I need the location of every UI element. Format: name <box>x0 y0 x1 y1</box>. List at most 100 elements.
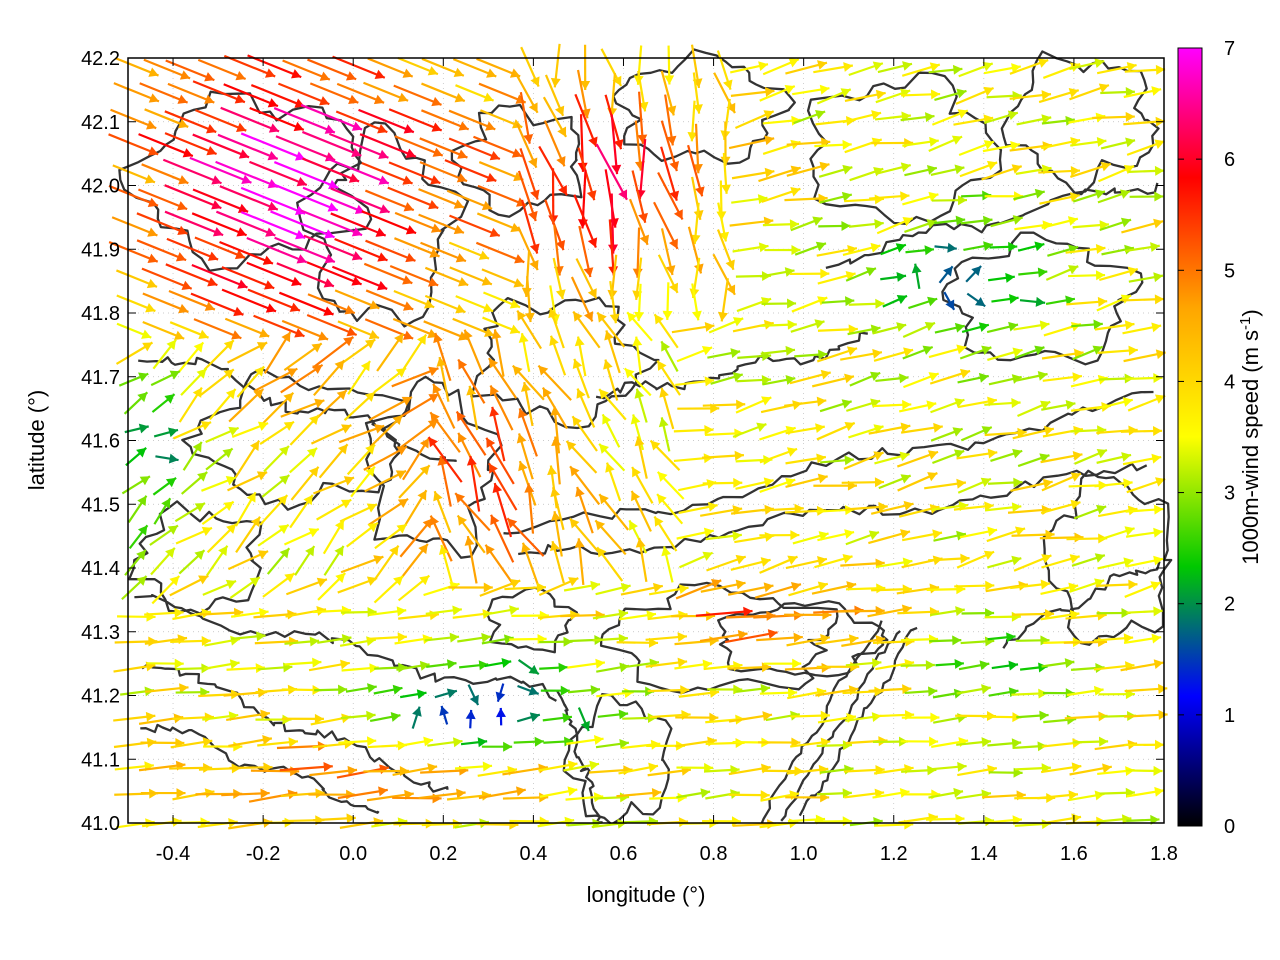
wind-arrow <box>700 579 746 593</box>
wind-arrow <box>495 683 506 702</box>
contour-line <box>1002 561 1161 649</box>
wind-arrow <box>192 133 250 159</box>
wind-arrow <box>1042 372 1083 383</box>
wind-arrow <box>276 262 335 288</box>
wind-arrow <box>330 212 387 237</box>
wind-arrow <box>221 788 270 799</box>
wind-arrow <box>1124 683 1168 694</box>
wind-arrow <box>524 483 535 534</box>
y-tick-label: 41.9 <box>81 239 120 261</box>
wind-arrow <box>437 455 452 507</box>
wind-arrow <box>167 82 215 104</box>
wind-arrow <box>323 545 345 576</box>
y-axis-ticks: 41.0 41.1 41.2 41.3 41.4 41.5 41.6 41.7 41.8 41.9… <box>81 48 1164 835</box>
wind-arrow <box>845 530 880 546</box>
wind-arrow <box>236 365 265 398</box>
wind-arrow <box>759 447 798 464</box>
wind-arrow <box>108 184 159 207</box>
wind-arrow <box>114 57 159 77</box>
wind-arrow <box>929 368 971 385</box>
wind-arrow <box>449 266 493 286</box>
wind-arrow <box>961 322 990 334</box>
wind-arrow <box>656 471 685 500</box>
wind-arrow <box>338 424 385 444</box>
wind-arrow <box>483 291 521 309</box>
wind-arrow <box>1098 164 1135 183</box>
wind-arrow <box>816 346 858 363</box>
wind-arrow <box>954 580 995 591</box>
wind-arrow <box>142 320 185 340</box>
wind-arrow <box>933 530 967 542</box>
wind-arrow <box>367 497 409 527</box>
wind-arrow <box>418 188 465 209</box>
wind-arrow <box>1069 763 1113 776</box>
wind-arrow <box>900 736 939 747</box>
wind-arrow <box>819 191 853 204</box>
wind-arrow <box>235 491 257 527</box>
wind-arrow <box>1038 87 1080 104</box>
wind-arrow <box>538 577 579 597</box>
wind-arrow <box>151 575 181 605</box>
colorbar-tick-label: 6 <box>1224 149 1235 171</box>
wind-arrow <box>387 186 439 210</box>
wind-arrow <box>284 657 322 668</box>
wind-arrow <box>713 72 736 114</box>
wind-arrow <box>957 372 989 384</box>
wind-arrow <box>840 348 883 361</box>
wind-arrow <box>702 399 746 410</box>
wind-arrow <box>389 264 439 287</box>
wind-arrow <box>706 554 747 572</box>
wind-arrow <box>794 349 828 360</box>
wind-arrow <box>1067 790 1105 802</box>
wind-arrow <box>201 475 237 492</box>
wind-arrow <box>452 58 497 78</box>
wind-arrow <box>929 606 965 617</box>
contour-line <box>941 231 1144 366</box>
wind-arrow <box>193 318 242 340</box>
wind-arrow <box>570 276 594 322</box>
wind-arrow <box>928 787 964 799</box>
wind-arrow <box>868 684 912 695</box>
wind-arrow <box>736 297 772 313</box>
wind-arrow <box>873 399 912 410</box>
wind-arrow <box>702 477 743 488</box>
x-tick-label: 0.8 <box>700 843 728 865</box>
wind-arrow <box>549 335 567 376</box>
wind-arrow <box>712 253 736 296</box>
wind-arrow <box>509 816 549 827</box>
wind-arrow <box>1011 688 1048 699</box>
wind-arrow <box>227 550 269 571</box>
wind-arrow <box>425 605 462 616</box>
wind-arrow <box>870 500 914 515</box>
wind-arrow <box>230 607 269 618</box>
wind-arrow <box>565 792 604 803</box>
wind-arrow <box>115 269 158 289</box>
wind-arrow <box>1041 658 1075 668</box>
wind-arrow <box>661 546 674 583</box>
wind-arrow <box>736 683 771 694</box>
wind-arrow <box>664 45 675 85</box>
wind-arrow <box>901 765 937 776</box>
wind-arrow <box>934 322 966 334</box>
wind-arrow <box>592 609 629 620</box>
wind-arrow <box>1123 349 1166 363</box>
wind-arrow <box>516 123 538 169</box>
wind-arrow <box>399 517 434 558</box>
wind-arrow <box>346 443 376 476</box>
wind-arrow <box>369 606 407 617</box>
wind-arrow <box>965 265 982 283</box>
wind-arrow <box>331 265 388 291</box>
wind-arrow <box>675 376 715 387</box>
wind-arrow <box>598 493 630 531</box>
wind-arrow <box>991 660 1019 671</box>
wind-arrow <box>989 241 1018 252</box>
wind-arrow <box>984 502 1022 513</box>
wind-arrow <box>658 417 671 452</box>
wind-arrow <box>736 374 772 385</box>
wind-arrow <box>576 69 591 119</box>
y-tick-label: 41.0 <box>81 813 120 835</box>
wind-arrow <box>794 241 827 256</box>
wind-arrow <box>182 441 203 471</box>
wind-arrow <box>786 634 831 647</box>
wind-arrow <box>1099 526 1135 541</box>
